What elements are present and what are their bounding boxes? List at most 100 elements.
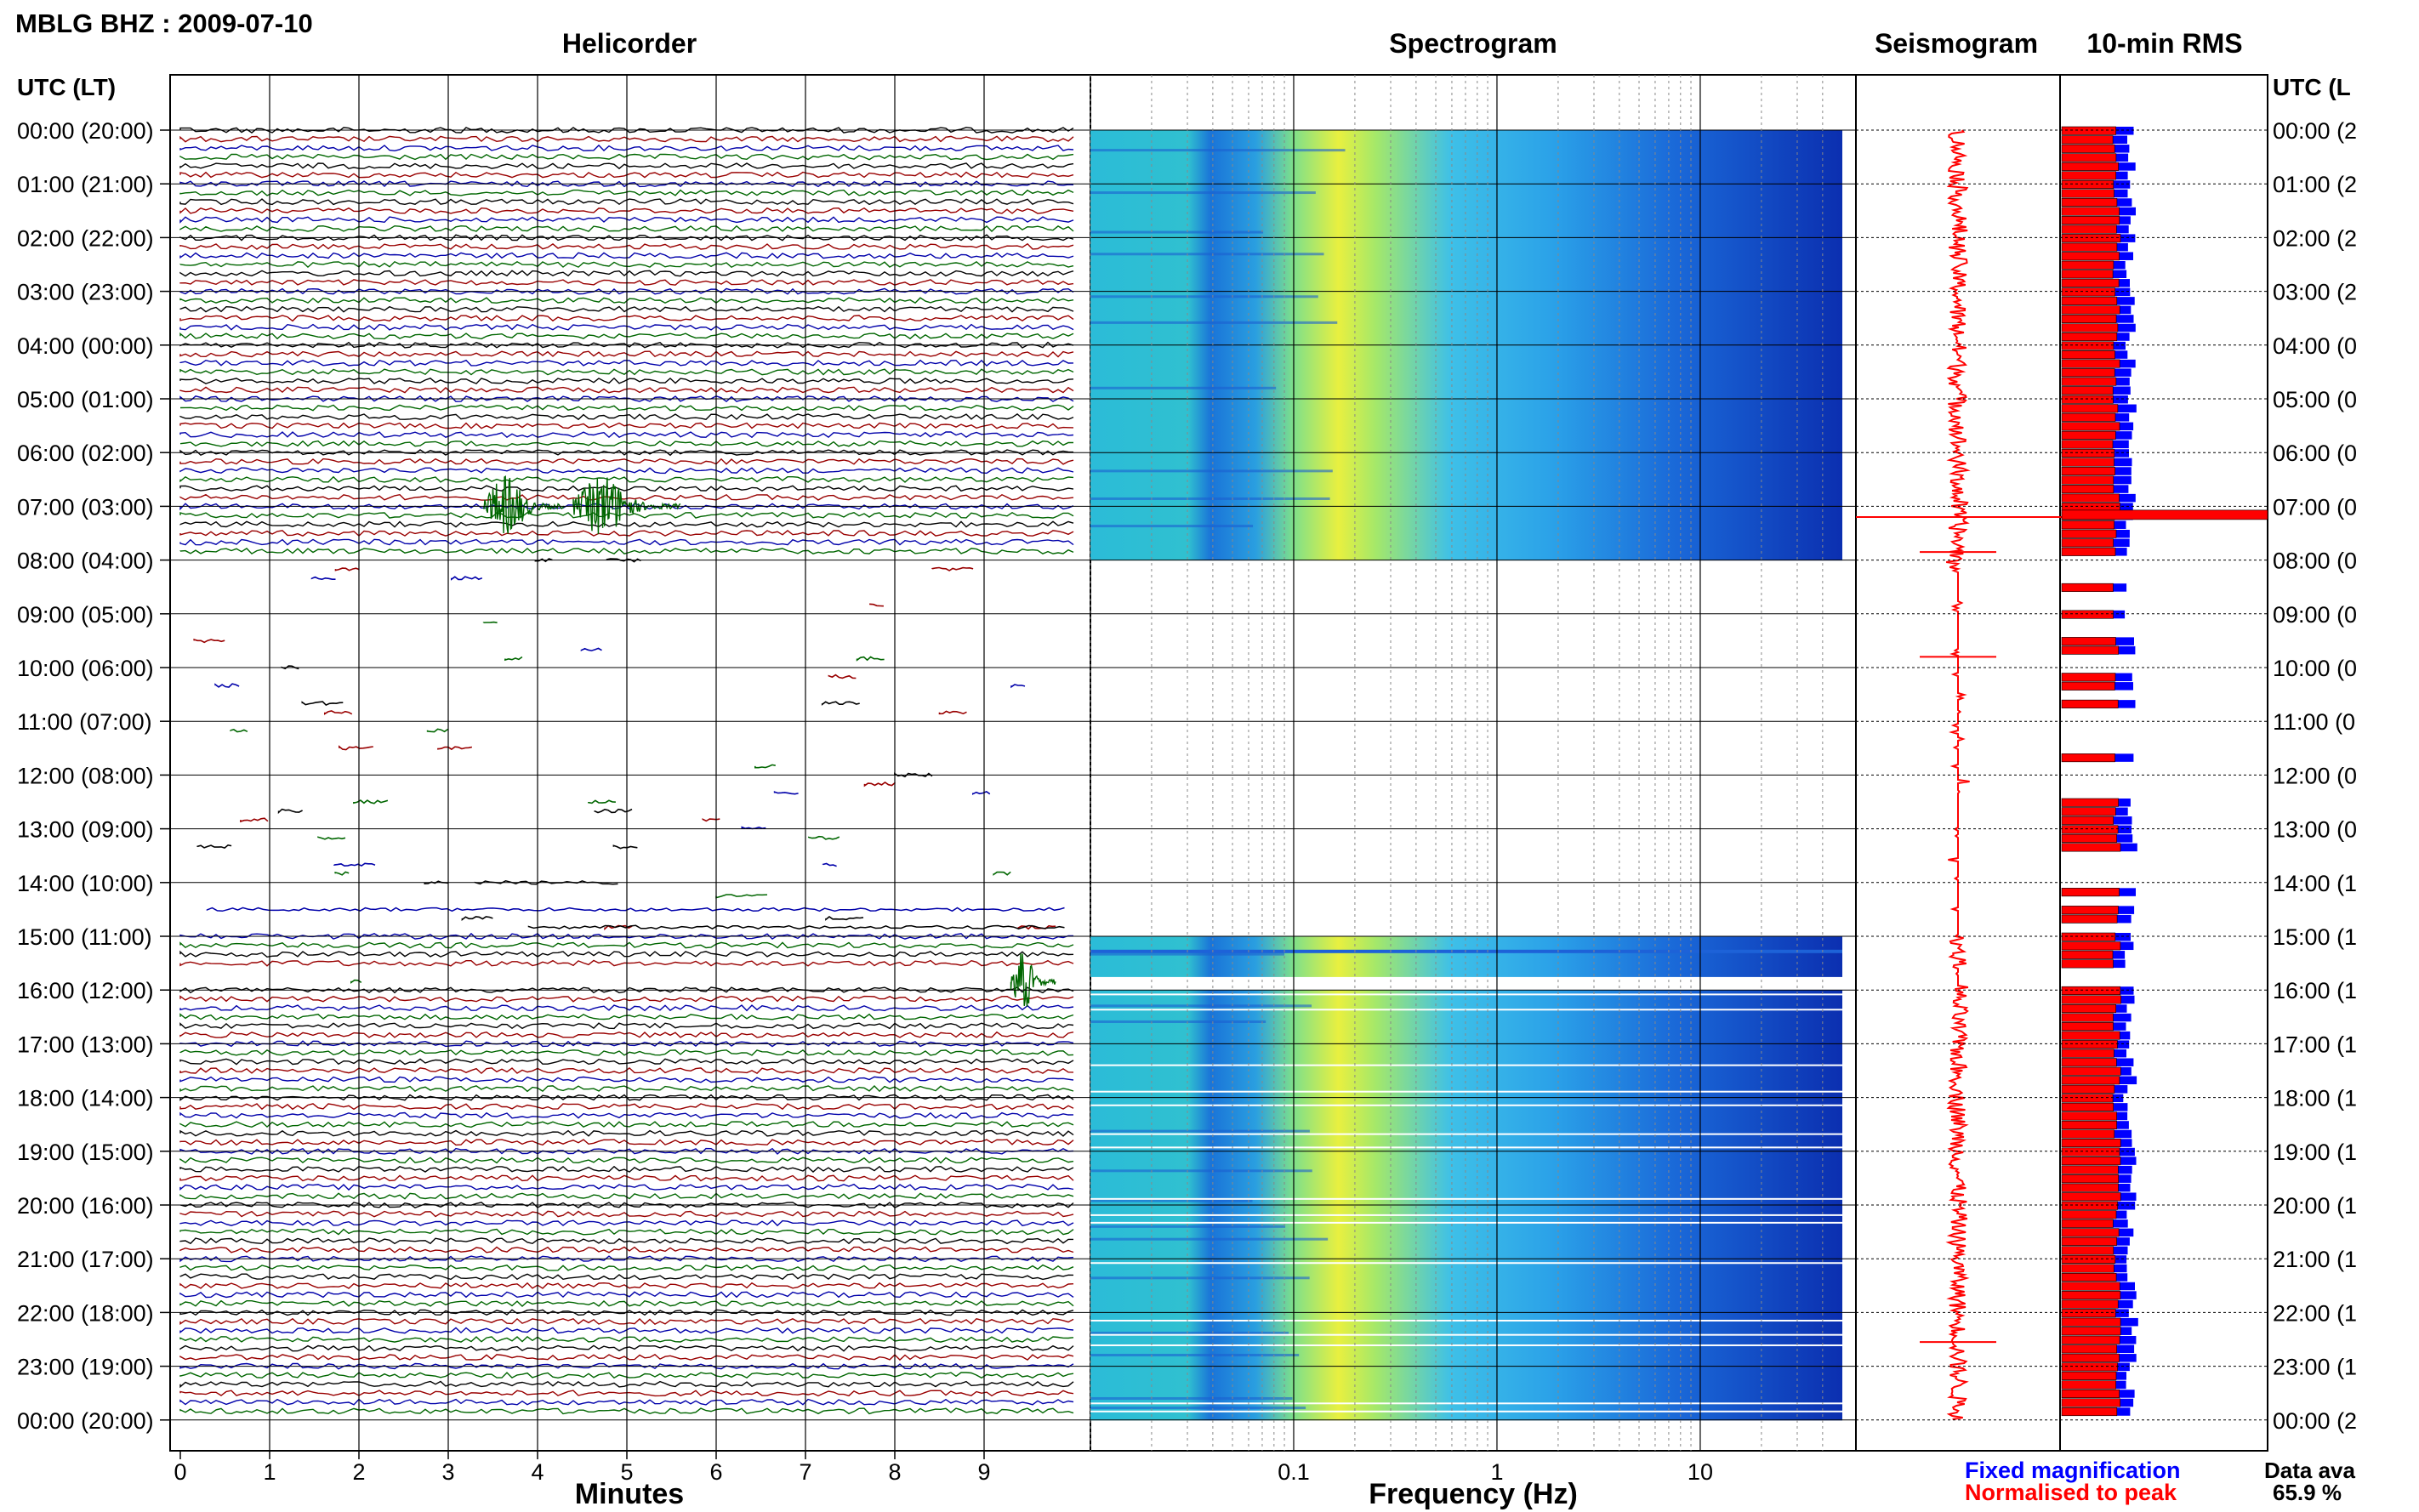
rms-bar-normalised (2061, 753, 2115, 763)
spectrogram-gap-line (1090, 1410, 1842, 1413)
helicorder-fragment (856, 656, 885, 662)
rms-bar-normalised (2061, 126, 2116, 135)
helicorder-trace (179, 216, 1074, 224)
rms-bar-normalised (2061, 1192, 2121, 1202)
rms-bar-normalised (2061, 503, 2120, 512)
helicorder-fragment (451, 576, 483, 581)
rms-bar-normalised (2061, 278, 2120, 287)
spectrogram-gap-line (1090, 1146, 1842, 1149)
rms-frame (2059, 74, 2268, 1452)
rms-bars (2061, 126, 2268, 1417)
rms-bar-normalised (2061, 296, 2118, 305)
rms-bar-normalised (2061, 395, 2114, 404)
time-label-right: 05:00 (0 (2273, 387, 2357, 412)
helicorder-trace (179, 1372, 1074, 1379)
helicorder-trace (179, 1390, 1074, 1397)
helicorder-trace (179, 1273, 1074, 1281)
rms-bar-normalised (2061, 377, 2117, 386)
helicorder-trace (179, 503, 1074, 511)
helicorder-fragment (324, 710, 353, 715)
spectrogram-streak (1090, 1237, 1329, 1241)
rms-bar-normalised (2061, 1353, 2120, 1362)
spectrogram-row (1090, 1259, 1842, 1273)
spectrogram-streak (1090, 1199, 1253, 1202)
helicorder-trace (179, 1264, 1074, 1271)
spectrogram-streak (1090, 1407, 1306, 1410)
time-label-right: 06:00 (0 (2273, 441, 2357, 466)
helicorder-fragment (461, 916, 493, 922)
spectrogram-streak (1090, 1276, 1310, 1280)
helicorder-trace (179, 153, 1074, 161)
time-label-left: 15:00 (11:00) (17, 924, 152, 950)
rms-bar-normalised (2061, 350, 2115, 360)
time-label-right: 04:00 (0 (2273, 333, 2357, 359)
helicorder-fragment (808, 835, 840, 840)
helicorder-trace (179, 1299, 1074, 1307)
rms-bar-normalised (2061, 1201, 2118, 1210)
seismogram-title: Seismogram (1875, 28, 2038, 59)
rms-bar-normalised (2061, 493, 2120, 503)
time-labels-right: 00:00 (2 01:00 (2 02:00 (2 03:00 (2 04:00 (0… (2273, 118, 2357, 1434)
spectrogram-streak (1090, 525, 1254, 528)
spectrogram-row (1090, 1326, 1842, 1340)
helicorder-fragment (482, 621, 498, 623)
helicorder-fragment (350, 979, 362, 984)
rms-bar-normalised (2061, 1210, 2117, 1219)
rms-bar-normalised (2061, 1264, 2114, 1273)
rms-bar-normalised (2061, 1174, 2119, 1184)
time-label-right: 10:00 (0 (2273, 656, 2357, 681)
spectrogram-row (1090, 1030, 1842, 1044)
rms-bar-normalised (2061, 914, 2118, 924)
spectrogram-row (1090, 170, 1842, 185)
helicorder-event (483, 475, 565, 534)
helicorder-trace (179, 1022, 1074, 1030)
rms-bar-normalised (2061, 807, 2116, 816)
spectrogram-gap-line (1090, 1402, 1842, 1405)
rms-bar-normalised (2061, 798, 2119, 807)
rms-bar-normalised (2061, 207, 2120, 216)
rms-bar-normalised (2061, 404, 2119, 413)
helicorder-trace (179, 1076, 1074, 1083)
helicorder-trace (179, 1210, 1074, 1218)
spectrogram-streak (1090, 497, 1330, 500)
rms-bar-normalised (2061, 1102, 2114, 1111)
helicorder-trace (179, 941, 1074, 949)
time-label-left: 13:00 (09:00) (17, 817, 154, 843)
helicorder-trace (179, 1165, 1074, 1173)
helicorder-trace (179, 144, 1074, 152)
spectrogram-image (1090, 130, 1842, 1421)
helicorder-trace (179, 1219, 1074, 1227)
spectrogram-row (1090, 210, 1842, 225)
rms-bar-normalised (2061, 699, 2119, 708)
grid-lines (170, 75, 2268, 1451)
helicorder-fragment (938, 710, 967, 715)
helicorder-x-tick: 5 (620, 1459, 633, 1485)
rms-bar-normalised (2061, 475, 2114, 485)
helicorder-trace (179, 950, 1074, 958)
rms-bar-normalised (2061, 135, 2114, 145)
spectrogram-row (1090, 156, 1842, 171)
time-label-left: 23:00 (19:00) (17, 1355, 154, 1380)
rms-bar-normalised (2061, 637, 2116, 646)
time-axis-title-left: UTC (LT) (17, 74, 116, 100)
spectrogram-gap-line (1090, 1197, 1842, 1200)
time-label-right: 18:00 (1 (2273, 1086, 2357, 1111)
helicorder-fragment (1017, 924, 1056, 930)
rms-bar-normalised (2061, 888, 2120, 897)
rms-bar-normalised (2061, 1040, 2118, 1049)
time-label-left: 02:00 (22:00) (17, 225, 154, 251)
helicorder-trace (179, 449, 1074, 457)
time-label-left: 10:00 (06:00) (17, 656, 154, 681)
spectrogram-streak (1090, 952, 1285, 956)
spectrogram-x-tick: 1 (1490, 1459, 1503, 1485)
helicorder-trace (179, 315, 1074, 322)
rms-bar-normalised (2061, 950, 2114, 959)
helicorder-trace (179, 995, 1074, 1003)
rms-bar-normalised (2061, 1272, 2117, 1282)
spectrogram-row (1090, 1016, 1842, 1032)
helicorder-trace (715, 894, 768, 899)
rms-bar-normalised (2061, 179, 2114, 189)
helicorder-trace (179, 1111, 1074, 1119)
helicorder-fragment (353, 799, 389, 804)
